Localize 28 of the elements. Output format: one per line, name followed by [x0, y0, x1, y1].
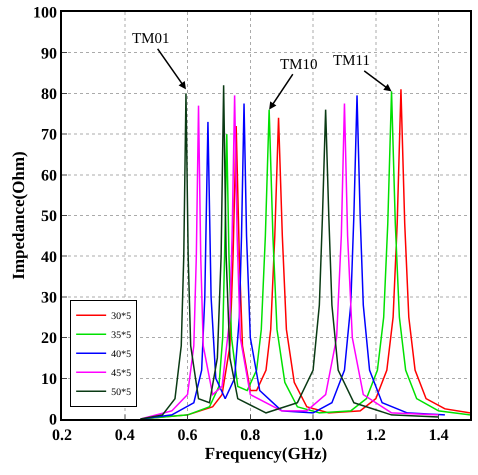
legend-label: 30*5	[111, 311, 132, 322]
x-tick-label: 0.2	[52, 426, 72, 444]
x-tick-label: 1.4	[428, 426, 449, 444]
x-tick-label: 1.2	[366, 426, 386, 444]
y-tick-label: 50	[41, 208, 58, 226]
y-tick-label: 40	[41, 248, 58, 266]
legend-label: 35*5	[111, 330, 132, 342]
y-tick-label: 30	[41, 290, 58, 306]
legend-label: 40*5	[111, 349, 132, 360]
y-tick-label: 80	[41, 86, 58, 103]
x-tick-label: 0.6	[178, 426, 198, 444]
y-tick-label: 0	[49, 412, 58, 429]
annotation: TM10	[280, 57, 318, 73]
y-tick-label: 100	[33, 4, 58, 22]
y-tick-label: 90	[41, 45, 58, 62]
y-axis-title: Impedance(Ohm)	[9, 151, 28, 280]
y-tick-label: 10	[41, 370, 58, 388]
x-tick-label: 0.8	[240, 426, 260, 444]
annotation: TM11	[333, 53, 370, 69]
x-axis-title: Frequency(GHz)	[204, 444, 328, 463]
annotation: TM01	[132, 31, 170, 47]
y-tick-label: 70	[41, 126, 58, 144]
x-tick-label: 0.4	[114, 426, 135, 444]
x-tick-label: 1.0	[303, 426, 324, 444]
legend-label: 50*5	[111, 387, 132, 398]
y-tick-label: 20	[41, 330, 58, 348]
y-tick-label: 60	[41, 167, 58, 184]
legend-label: 45*5	[111, 368, 132, 380]
